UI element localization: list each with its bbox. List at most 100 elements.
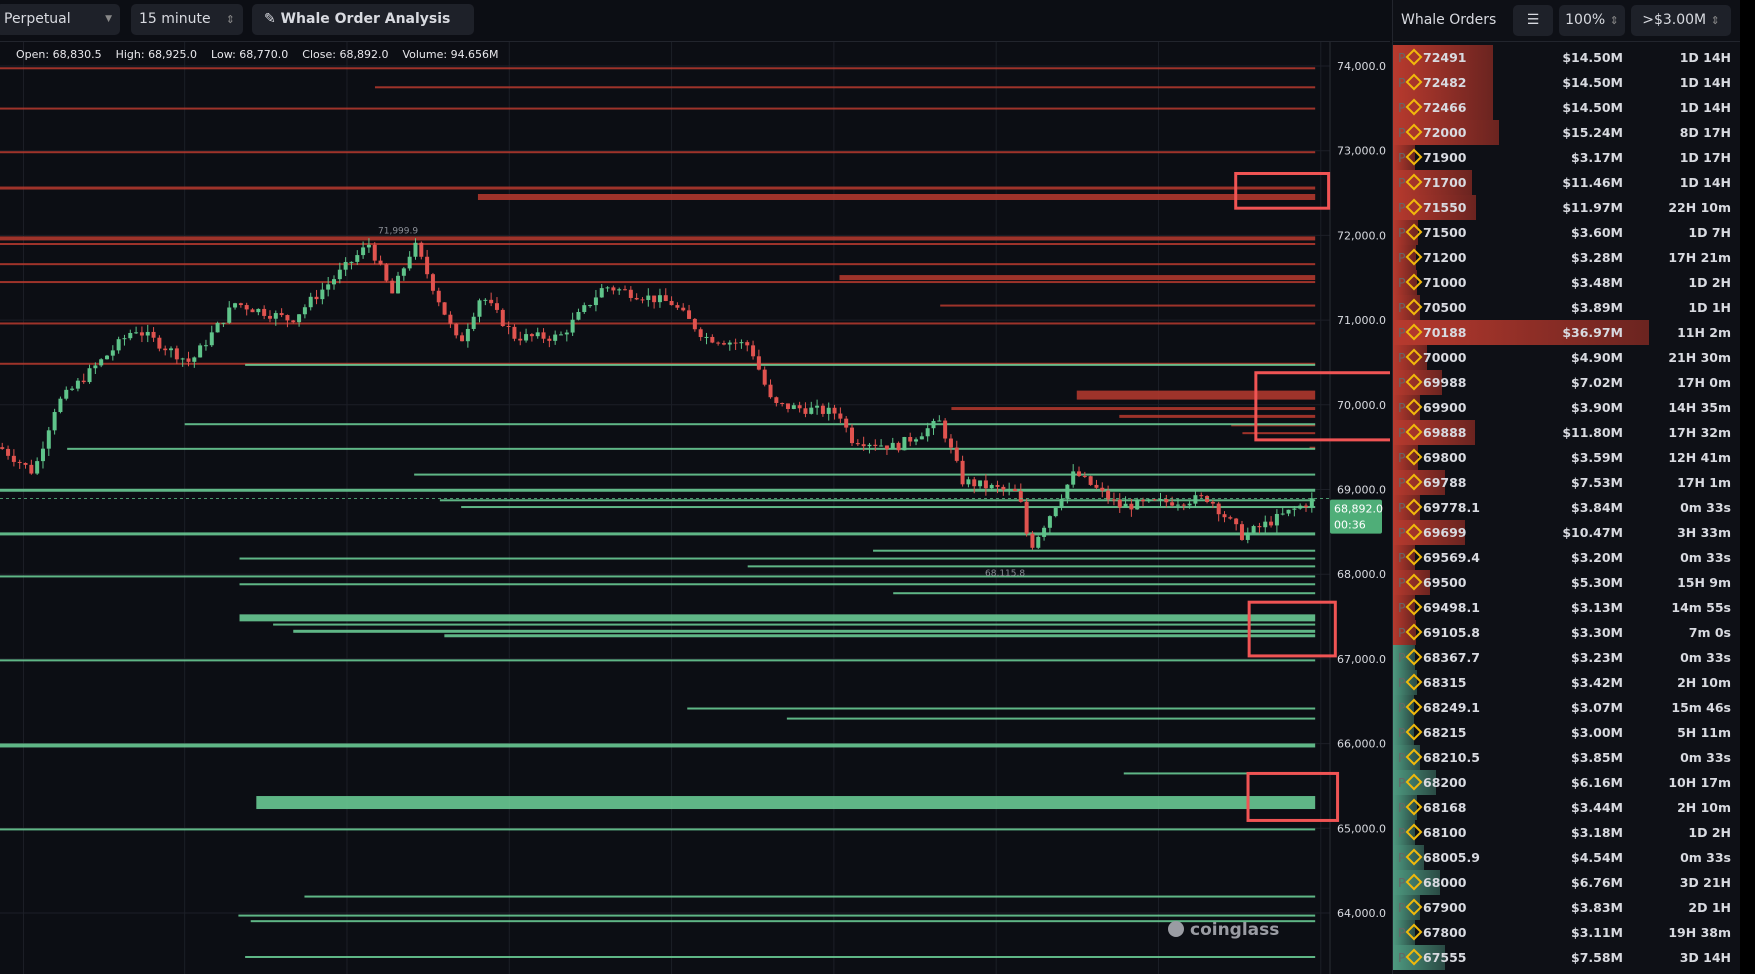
order-row[interactable]: P 72466 $14.50M 1D 14H	[1393, 95, 1733, 120]
interval-select[interactable]: 15 minute ⇕	[131, 4, 243, 35]
order-row[interactable]: P 69788 $7.53M 17H 1m	[1393, 470, 1733, 495]
size-bar	[1393, 195, 1476, 220]
candle-body	[646, 295, 651, 301]
order-row[interactable]: P 72482 $14.50M 1D 14H	[1393, 70, 1733, 95]
candle-body	[285, 315, 290, 321]
order-value: $3.44M	[1571, 800, 1623, 815]
order-row[interactable]: P 72491 $14.50M 1D 14H	[1393, 45, 1733, 70]
order-row[interactable]: P 71900 $3.17M 1D 17H	[1393, 145, 1733, 170]
exchange-prefix: P	[1398, 275, 1406, 290]
order-row[interactable]: P 67800 $3.11M 19H 38m	[1393, 920, 1733, 945]
candle-body	[797, 405, 802, 409]
exchange-prefix: P	[1398, 850, 1406, 865]
order-row[interactable]: P 69800 $3.59M 12H 41m	[1393, 445, 1733, 470]
order-row[interactable]: P 69888 $11.80M 17H 32m	[1393, 420, 1733, 445]
order-row[interactable]: P 67555 $7.58M 3D 14H	[1393, 945, 1733, 970]
order-row[interactable]: P 69105.8 $3.30M 7m 0s	[1393, 620, 1733, 645]
size-bar	[1393, 345, 1427, 370]
order-row[interactable]: P 69900 $3.90M 14H 35m	[1393, 395, 1733, 420]
threshold-select[interactable]: >$3.00M ⇕	[1631, 5, 1731, 36]
order-row[interactable]: P 71200 $3.28M 17H 21m	[1393, 245, 1733, 270]
order-row[interactable]: P 69778.1 $3.84M 0m 33s	[1393, 495, 1733, 520]
order-row[interactable]: P 70500 $3.89M 1D 1H	[1393, 295, 1733, 320]
bid-order-line	[238, 914, 1316, 917]
candle-body	[1263, 521, 1268, 528]
y-tick-label: 71,000.0	[1337, 314, 1386, 327]
bid-order-line	[0, 488, 1316, 492]
order-row[interactable]: P 72000 $15.24M 8D 17H	[1393, 120, 1733, 145]
order-age: 0m 33s	[1680, 500, 1731, 515]
exchange-prefix: P	[1398, 350, 1406, 365]
candle-body	[756, 356, 761, 370]
order-row[interactable]: P 67900 $3.83M 2D 1H	[1393, 895, 1733, 920]
order-row[interactable]: P 71000 $3.48M 1D 2H	[1393, 270, 1733, 295]
candle-body	[1245, 532, 1250, 540]
ask-order-line	[0, 322, 1316, 325]
bid-order-line	[293, 629, 1316, 633]
order-row[interactable]: P 68200 $6.16M 10H 17m	[1393, 770, 1733, 795]
candle-body	[93, 365, 98, 369]
order-row[interactable]: P 70188 $36.97M 11H 2m	[1393, 320, 1733, 345]
order-price: 72466	[1423, 100, 1467, 115]
order-row[interactable]: P 68215 $3.00M 5H 11m	[1393, 720, 1733, 745]
order-row[interactable]: P 68210.5 $3.85M 0m 33s	[1393, 745, 1733, 770]
ratio-select[interactable]: 100% ⇕	[1559, 5, 1625, 36]
candle-body	[169, 348, 174, 351]
candle-body	[250, 309, 255, 313]
order-price: 71700	[1423, 175, 1467, 190]
order-value: $7.02M	[1571, 375, 1623, 390]
size-bar	[1393, 595, 1415, 620]
order-row[interactable]: P 68367.7 $3.23M 0m 33s	[1393, 645, 1733, 670]
order-row[interactable]: P 70000 $4.90M 21H 30m	[1393, 345, 1733, 370]
ask-order-line	[0, 236, 1316, 241]
order-price: 69988	[1423, 375, 1467, 390]
order-age: 22H 10m	[1668, 200, 1731, 215]
exchange-prefix: P	[1398, 375, 1406, 390]
settings-button[interactable]: ☰	[1513, 5, 1553, 36]
candle-body	[1053, 507, 1058, 517]
candle-body	[454, 323, 459, 336]
order-age: 0m 33s	[1680, 750, 1731, 765]
order-age: 5H 11m	[1677, 725, 1731, 740]
order-row[interactable]: P 68005.9 $4.54M 0m 33s	[1393, 845, 1733, 870]
size-bar	[1393, 570, 1430, 595]
market-select[interactable]: Perpetual ▼	[0, 4, 120, 35]
whale-order-analysis-button[interactable]: ✎ Whale Order Analysis	[252, 4, 474, 35]
candle-body	[826, 407, 831, 414]
candle-body	[1030, 533, 1035, 548]
candle-body	[1018, 491, 1023, 502]
order-row[interactable]: P 69500 $5.30M 15H 9m	[1393, 570, 1733, 595]
candle-body	[157, 337, 162, 349]
order-row[interactable]: P 69498.1 $3.13M 14m 55s	[1393, 595, 1733, 620]
order-age: 15m 46s	[1671, 700, 1731, 715]
candle-body	[52, 412, 57, 431]
order-age: 17H 0m	[1677, 375, 1731, 390]
order-row[interactable]: P 69988 $7.02M 17H 0m	[1393, 370, 1733, 395]
candle-body	[524, 334, 529, 341]
candle-body	[436, 290, 441, 303]
candle-body	[919, 436, 924, 440]
price-chart[interactable]: 74,000.0 73,000.0 72,000.0 71,000.0 70,000.0…	[0, 42, 1390, 974]
order-row[interactable]: P 69699 $10.47M 3H 33m	[1393, 520, 1733, 545]
candle-body	[914, 439, 919, 442]
candle-body	[1298, 505, 1303, 509]
candle-body	[1077, 471, 1082, 476]
order-value: $11.80M	[1562, 425, 1623, 440]
exchange-prefix: P	[1398, 400, 1406, 415]
order-row[interactable]: P 68315 $3.42M 2H 10m	[1393, 670, 1733, 695]
order-row[interactable]: P 69569.4 $3.20M 0m 33s	[1393, 545, 1733, 570]
order-row[interactable]: P 68249.1 $3.07M 15m 46s	[1393, 695, 1733, 720]
order-price: 72000	[1423, 125, 1467, 140]
order-row[interactable]: P 71550 $11.97M 22H 10m	[1393, 195, 1733, 220]
order-row[interactable]: P 71500 $3.60M 1D 7H	[1393, 220, 1733, 245]
candle-body	[1181, 504, 1186, 506]
order-row[interactable]: P 68000 $6.76M 3D 21H	[1393, 870, 1733, 895]
order-row[interactable]: P 68168 $3.44M 2H 10m	[1393, 795, 1733, 820]
order-value: $3.18M	[1571, 825, 1623, 840]
size-bar	[1393, 745, 1420, 770]
candle-body	[605, 287, 610, 289]
sliders-icon: ☰	[1526, 12, 1540, 28]
order-row[interactable]: P 71700 $11.46M 1D 14H	[1393, 170, 1733, 195]
order-age: 3D 14H	[1679, 950, 1731, 965]
order-row[interactable]: P 68100 $3.18M 1D 2H	[1393, 820, 1733, 845]
